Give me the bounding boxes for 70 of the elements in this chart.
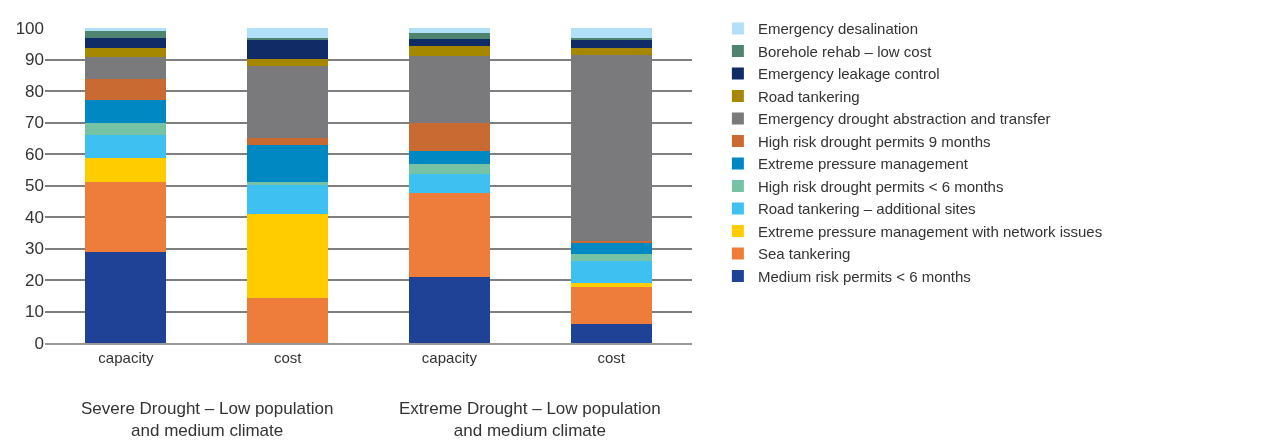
bar: [570, 240, 652, 243]
x-tick-label: capacity: [98, 349, 154, 366]
bar: [85, 123, 167, 136]
bar: [247, 138, 329, 145]
bar: [247, 59, 329, 67]
bar: [85, 157, 167, 183]
y-tick-label: 100: [15, 18, 44, 38]
legend-label: High risk drought permits < 6 months: [757, 177, 1004, 195]
legend-label: Extreme pressure management with network issues: [757, 222, 1103, 240]
bar: [85, 38, 167, 48]
bar: [85, 30, 167, 39]
y-tick-label: 0: [34, 333, 44, 353]
bar: [408, 122, 490, 151]
bar: [570, 261, 652, 283]
y-tick-label: 70: [25, 113, 44, 133]
bar: [408, 28, 490, 33]
bar: [570, 282, 652, 287]
bar: [570, 242, 652, 255]
bar: [85, 78, 167, 101]
bar: [408, 32, 490, 39]
y-tick-label: 10: [25, 302, 44, 322]
legend-label: Medium risk permits < 6 months: [757, 267, 971, 285]
y-tick-label: 30: [25, 239, 44, 259]
bar: [85, 251, 167, 343]
bar: [570, 39, 652, 49]
legend-label: Road tankering: [757, 87, 860, 105]
x-tick-label: cost: [273, 349, 303, 366]
bar: [570, 48, 652, 56]
bar: [85, 47, 167, 57]
bar: [85, 100, 167, 124]
bar: [570, 286, 652, 324]
bar: [570, 37, 652, 40]
y-tick-label: 90: [25, 50, 44, 70]
bar: [408, 193, 490, 277]
bar: [85, 182, 167, 252]
bar: [247, 28, 329, 38]
bar: [408, 38, 490, 46]
bar: [570, 323, 652, 343]
legend-label: Emergency desalination: [757, 20, 918, 38]
legend-label: Borehole rehab – low cost: [757, 42, 933, 60]
bar: [85, 28, 167, 31]
x-tick-label: cost: [597, 349, 626, 366]
y-tick-label: 40: [25, 207, 44, 227]
y-tick-label: 20: [25, 270, 44, 290]
bar: [570, 254, 652, 262]
legend-label: Extreme pressure management: [757, 155, 969, 173]
legend-label: Road tankering – additional sites: [757, 200, 976, 218]
bar: [247, 144, 329, 183]
bar: [408, 163, 490, 175]
bar: [85, 135, 167, 158]
legend-label: Emergency drought abstraction and transfer: [757, 110, 1051, 128]
y-tick-label: 50: [25, 176, 44, 196]
bar: [247, 40, 329, 60]
bar: [408, 45, 490, 57]
y-tick-label: 80: [25, 81, 44, 101]
bar: [408, 174, 490, 194]
bar: [247, 185, 329, 214]
bar: [247, 182, 329, 186]
x-tick-label: capacity: [421, 349, 478, 366]
text: Extreme Drought – Low population and medium climate: [399, 399, 661, 441]
legend-label: Sea tankering: [757, 245, 851, 263]
bar: [247, 213, 329, 298]
bar: [408, 276, 490, 343]
text: Severe Drought – Low population and medium climate: [81, 399, 334, 441]
bar: [247, 297, 329, 343]
bar: [570, 28, 652, 38]
y-tick-label: 60: [25, 144, 44, 164]
legend-label: High risk drought permits 9 months: [757, 132, 991, 150]
bar: [408, 150, 490, 164]
legend-label: Emergency leakage control: [757, 65, 940, 83]
